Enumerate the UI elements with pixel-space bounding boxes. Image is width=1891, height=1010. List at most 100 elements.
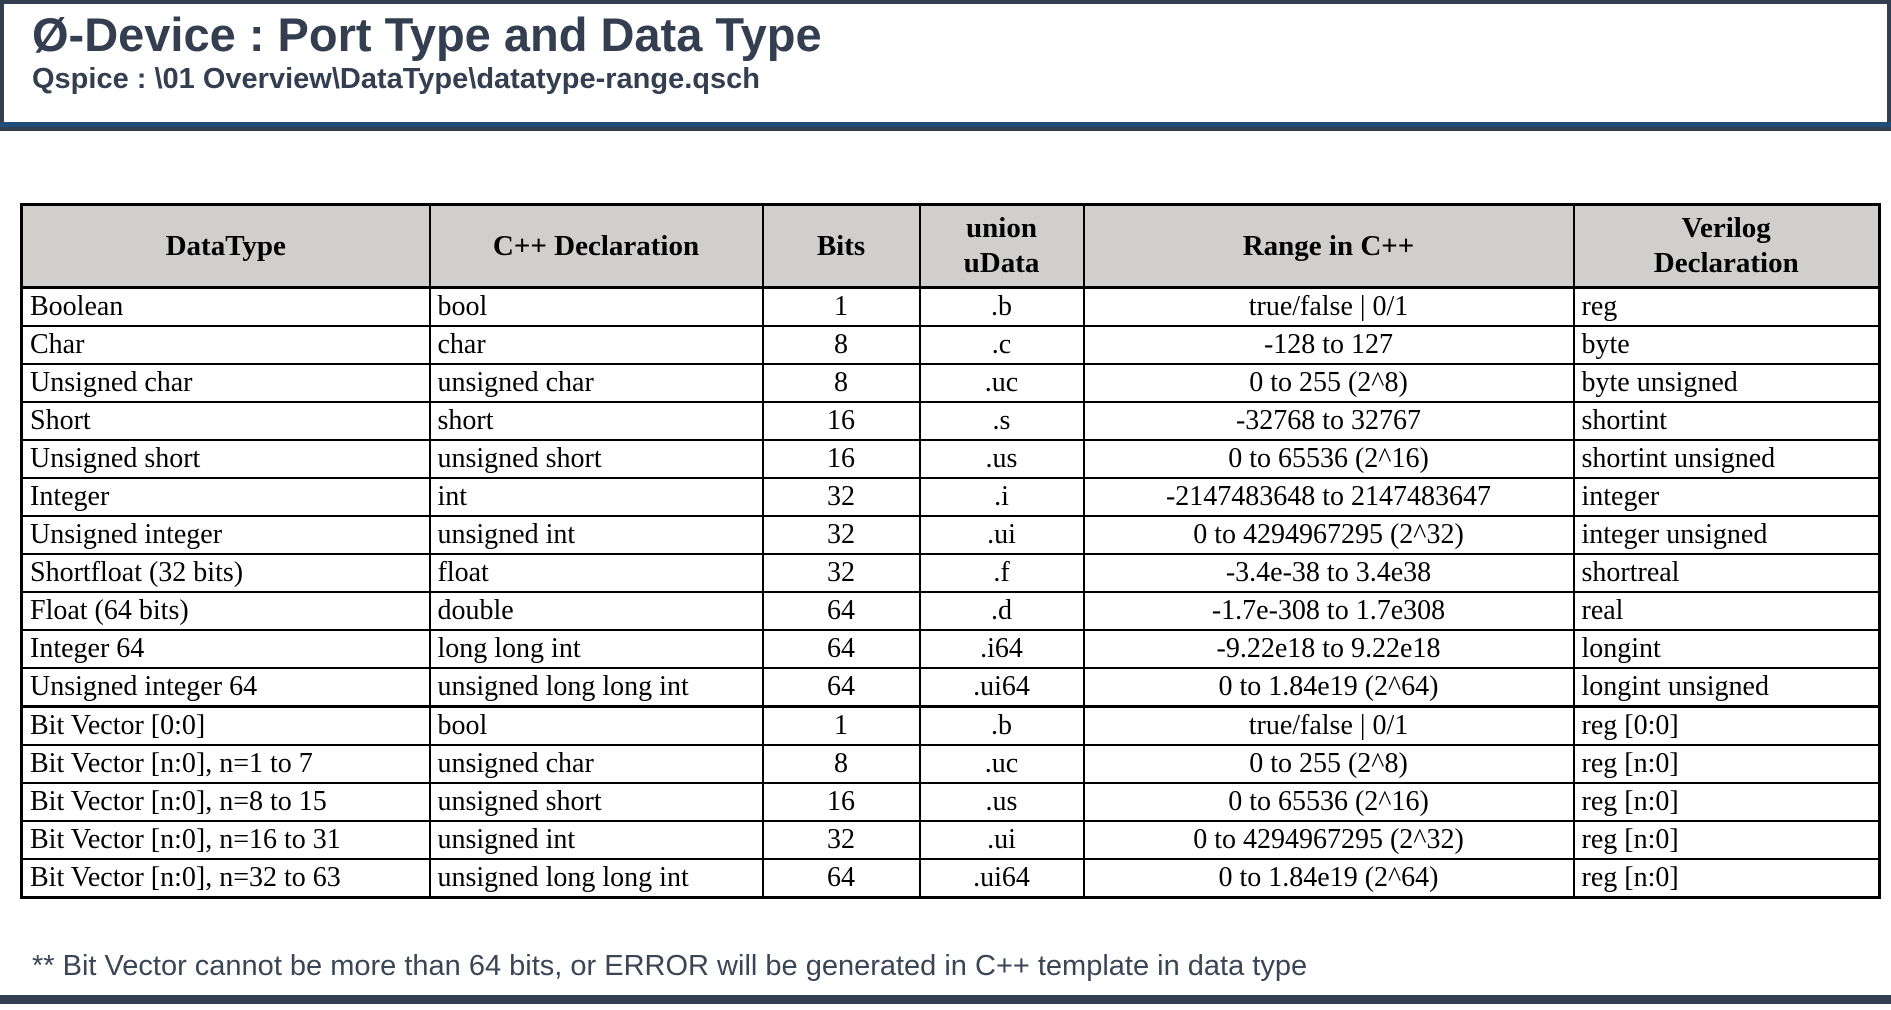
bottom-bar	[0, 995, 1891, 1004]
cell-union-udata: .ui64	[918, 858, 1085, 899]
cell-union-udata: .ui	[918, 820, 1085, 860]
cell-verilog-declaration: reg [n:0]	[1572, 820, 1881, 860]
cell-union-udata: .d	[918, 591, 1085, 631]
cell-bits: 32	[761, 515, 921, 555]
banner-rule-blue	[0, 122, 1891, 127]
cell-cpp-declaration: int	[428, 477, 764, 517]
cell-bits: 64	[761, 591, 921, 631]
cell-union-udata: .b	[918, 286, 1085, 327]
cell-range-in-cpp: -2147483648 to 2147483647	[1082, 477, 1575, 517]
cell-bits: 1	[761, 705, 921, 746]
cell-cpp-declaration: unsigned short	[428, 439, 764, 479]
cell-cpp-declaration: unsigned int	[428, 820, 764, 860]
cell-datatype: Unsigned integer 64	[20, 667, 431, 708]
cell-cpp-declaration: double	[428, 591, 764, 631]
table-row: Bit Vector [n:0], n=16 to 31 unsigned in…	[20, 820, 1881, 860]
cell-cpp-declaration: unsigned long long int	[428, 667, 764, 708]
cell-datatype: Integer	[20, 477, 431, 517]
cell-datatype: Unsigned short	[20, 439, 431, 479]
cell-range-in-cpp: 0 to 4294967295 (2^32)	[1082, 820, 1575, 860]
cell-verilog-declaration: shortint	[1572, 401, 1881, 441]
cell-range-in-cpp: -3.4e-38 to 3.4e38	[1082, 553, 1575, 593]
col-header-bits: Bits	[761, 203, 921, 289]
cell-verilog-declaration: integer	[1572, 477, 1881, 517]
cell-datatype: Integer 64	[20, 629, 431, 669]
cell-range-in-cpp: 0 to 255 (2^8)	[1082, 744, 1575, 784]
cell-union-udata: .us	[918, 782, 1085, 822]
cell-datatype: Bit Vector [n:0], n=32 to 63	[20, 858, 431, 899]
cell-range-in-cpp: 0 to 1.84e19 (2^64)	[1082, 667, 1575, 708]
cell-cpp-declaration: unsigned long long int	[428, 858, 764, 899]
cell-datatype: Unsigned integer	[20, 515, 431, 555]
cell-range-in-cpp: 0 to 4294967295 (2^32)	[1082, 515, 1575, 555]
footnote: ** Bit Vector cannot be more than 64 bit…	[32, 950, 1308, 982]
cell-bits: 8	[761, 325, 921, 365]
cell-cpp-declaration: short	[428, 401, 764, 441]
cell-union-udata: .uc	[918, 744, 1085, 784]
cell-bits: 1	[761, 286, 921, 327]
cell-cpp-declaration: unsigned char	[428, 744, 764, 784]
cell-datatype: Bit Vector [n:0], n=16 to 31	[20, 820, 431, 860]
cell-verilog-declaration: shortint unsigned	[1572, 439, 1881, 479]
table-row: Unsigned char unsigned char 8 .uc 0 to 2…	[20, 363, 1881, 403]
cell-cpp-declaration: unsigned char	[428, 363, 764, 403]
table-header: DataType C++ Declaration Bits union uDat…	[20, 203, 1881, 289]
table-row: Unsigned short unsigned short 16 .us 0 t…	[20, 439, 1881, 479]
table-header-row: DataType C++ Declaration Bits union uDat…	[20, 203, 1881, 289]
cell-union-udata: .s	[918, 401, 1085, 441]
cell-cpp-declaration: float	[428, 553, 764, 593]
cell-union-udata: .f	[918, 553, 1085, 593]
cell-datatype: Char	[20, 325, 431, 365]
cell-verilog-declaration: reg [n:0]	[1572, 858, 1881, 899]
table-row: Boolean bool 1 .b true/false | 0/1 reg	[20, 286, 1881, 327]
table-row: Integer 64 long long int 64 .i64 -9.22e1…	[20, 629, 1881, 669]
cell-bits: 64	[761, 629, 921, 669]
cell-range-in-cpp: 0 to 1.84e19 (2^64)	[1082, 858, 1575, 899]
table-row: Bit Vector [n:0], n=8 to 15 unsigned sho…	[20, 782, 1881, 822]
cell-datatype: Float (64 bits)	[20, 591, 431, 631]
cell-cpp-declaration: long long int	[428, 629, 764, 669]
cell-verilog-declaration: longint	[1572, 629, 1881, 669]
cell-range-in-cpp: -32768 to 32767	[1082, 401, 1575, 441]
table-row: Bit Vector [n:0], n=1 to 7 unsigned char…	[20, 744, 1881, 784]
col-header-cpp-declaration: C++ Declaration	[428, 203, 764, 289]
cell-datatype: Bit Vector [n:0], n=8 to 15	[20, 782, 431, 822]
cell-union-udata: .uc	[918, 363, 1085, 403]
table-row: Bit Vector [0:0] bool 1 .b true/false | …	[20, 705, 1881, 746]
cell-datatype: Boolean	[20, 286, 431, 327]
cell-range-in-cpp: 0 to 65536 (2^16)	[1082, 782, 1575, 822]
cell-datatype: Bit Vector [0:0]	[20, 705, 431, 746]
cell-bits: 64	[761, 667, 921, 708]
cell-union-udata: .b	[918, 705, 1085, 746]
cell-range-in-cpp: true/false | 0/1	[1082, 705, 1575, 746]
cell-verilog-declaration: shortreal	[1572, 553, 1881, 593]
banner-rule-dark	[0, 127, 1891, 131]
table-row: Float (64 bits) double 64 .d -1.7e-308 t…	[20, 591, 1881, 631]
page-subtitle: Qspice : \01 Overview\DataType\datatype-…	[32, 63, 760, 96]
cell-union-udata: .i	[918, 477, 1085, 517]
table-row: Shortfloat (32 bits) float 32 .f -3.4e-3…	[20, 553, 1881, 593]
cell-bits: 32	[761, 820, 921, 860]
table-row: Unsigned integer unsigned int 32 .ui 0 t…	[20, 515, 1881, 555]
cell-bits: 8	[761, 744, 921, 784]
cell-datatype: Bit Vector [n:0], n=1 to 7	[20, 744, 431, 784]
datatype-table: DataType C++ Declaration Bits union uDat…	[20, 203, 1881, 899]
cell-cpp-declaration: bool	[428, 286, 764, 327]
cell-cpp-declaration: char	[428, 325, 764, 365]
col-header-datatype: DataType	[20, 203, 431, 289]
table-row: Unsigned integer 64 unsigned long long i…	[20, 667, 1881, 708]
cell-verilog-declaration: real	[1572, 591, 1881, 631]
cell-range-in-cpp: 0 to 255 (2^8)	[1082, 363, 1575, 403]
cell-bits: 8	[761, 363, 921, 403]
cell-union-udata: .ui64	[918, 667, 1085, 708]
cell-datatype: Unsigned char	[20, 363, 431, 403]
cell-range-in-cpp: -9.22e18 to 9.22e18	[1082, 629, 1575, 669]
cell-union-udata: .c	[918, 325, 1085, 365]
cell-bits: 64	[761, 858, 921, 899]
cell-bits: 16	[761, 439, 921, 479]
cell-cpp-declaration: bool	[428, 705, 764, 746]
cell-bits: 16	[761, 401, 921, 441]
table-row: Short short 16 .s -32768 to 32767 shorti…	[20, 401, 1881, 441]
cell-range-in-cpp: -128 to 127	[1082, 325, 1575, 365]
